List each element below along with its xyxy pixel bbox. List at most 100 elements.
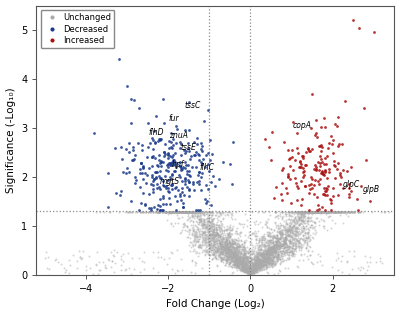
Point (208, 234, 214, 239)
Point (207, 220, 213, 226)
Point (224, 241, 230, 246)
Point (240, 266, 246, 271)
Point (248, 269, 255, 274)
Point (292, 243, 299, 248)
Point (256, 259, 262, 264)
Point (261, 255, 268, 260)
Point (293, 244, 300, 249)
Point (239, 263, 245, 268)
Point (178, 210, 185, 215)
Point (174, 162, 181, 167)
Point (237, 253, 244, 258)
Point (182, 210, 188, 215)
Point (288, 252, 294, 257)
Point (268, 248, 274, 253)
Point (233, 247, 240, 252)
Point (160, 179, 166, 184)
Point (211, 238, 217, 243)
Point (362, 270, 368, 275)
Point (279, 242, 285, 247)
Point (199, 210, 205, 215)
Point (320, 225, 327, 230)
Point (246, 263, 253, 268)
Point (250, 250, 256, 255)
Point (261, 234, 267, 239)
Point (261, 257, 267, 262)
Point (238, 249, 244, 254)
Point (244, 269, 250, 274)
Point (299, 210, 305, 215)
Point (242, 259, 248, 264)
Point (313, 166, 319, 171)
Point (258, 267, 264, 272)
Point (320, 210, 326, 215)
Point (220, 244, 226, 249)
Point (329, 194, 336, 199)
Point (240, 261, 246, 266)
Point (294, 211, 301, 216)
Point (157, 204, 163, 209)
Point (298, 245, 304, 250)
Point (254, 258, 260, 263)
Point (267, 257, 273, 262)
Point (203, 226, 209, 231)
Point (205, 233, 212, 238)
Point (262, 235, 268, 240)
Point (263, 265, 270, 270)
Point (228, 227, 235, 232)
Point (258, 247, 265, 252)
Point (326, 210, 332, 215)
Point (167, 210, 174, 215)
Point (199, 210, 205, 215)
Point (137, 171, 143, 176)
Point (296, 231, 303, 236)
Point (145, 210, 152, 215)
Point (218, 255, 224, 260)
Point (216, 177, 223, 182)
Point (218, 249, 224, 255)
Point (304, 219, 310, 224)
Point (270, 254, 276, 259)
Point (326, 210, 332, 215)
Point (305, 219, 311, 224)
Point (238, 258, 244, 263)
Point (277, 220, 283, 226)
Point (278, 242, 285, 247)
Point (275, 251, 281, 256)
Point (266, 246, 272, 251)
Point (320, 224, 326, 229)
Point (236, 259, 242, 264)
Point (325, 210, 331, 215)
Point (286, 244, 292, 249)
Point (316, 210, 322, 215)
Point (316, 210, 322, 215)
Point (241, 265, 248, 270)
Point (158, 254, 164, 259)
Point (285, 245, 291, 250)
Point (271, 245, 278, 250)
Point (224, 259, 230, 264)
Point (266, 246, 272, 251)
Point (241, 266, 248, 271)
Point (332, 176, 338, 181)
Point (276, 254, 282, 259)
Point (233, 261, 239, 266)
Point (222, 213, 228, 218)
Point (267, 244, 273, 249)
Point (154, 186, 160, 191)
Point (317, 210, 323, 215)
Point (255, 263, 261, 268)
Point (298, 210, 305, 215)
Point (335, 210, 342, 215)
Point (199, 250, 205, 255)
Point (246, 254, 252, 259)
Point (248, 257, 254, 262)
Point (226, 234, 233, 239)
Point (226, 230, 232, 235)
Point (178, 167, 184, 172)
Point (293, 216, 300, 221)
Point (278, 245, 285, 250)
Point (206, 214, 212, 219)
Point (198, 223, 205, 228)
Point (254, 250, 260, 255)
